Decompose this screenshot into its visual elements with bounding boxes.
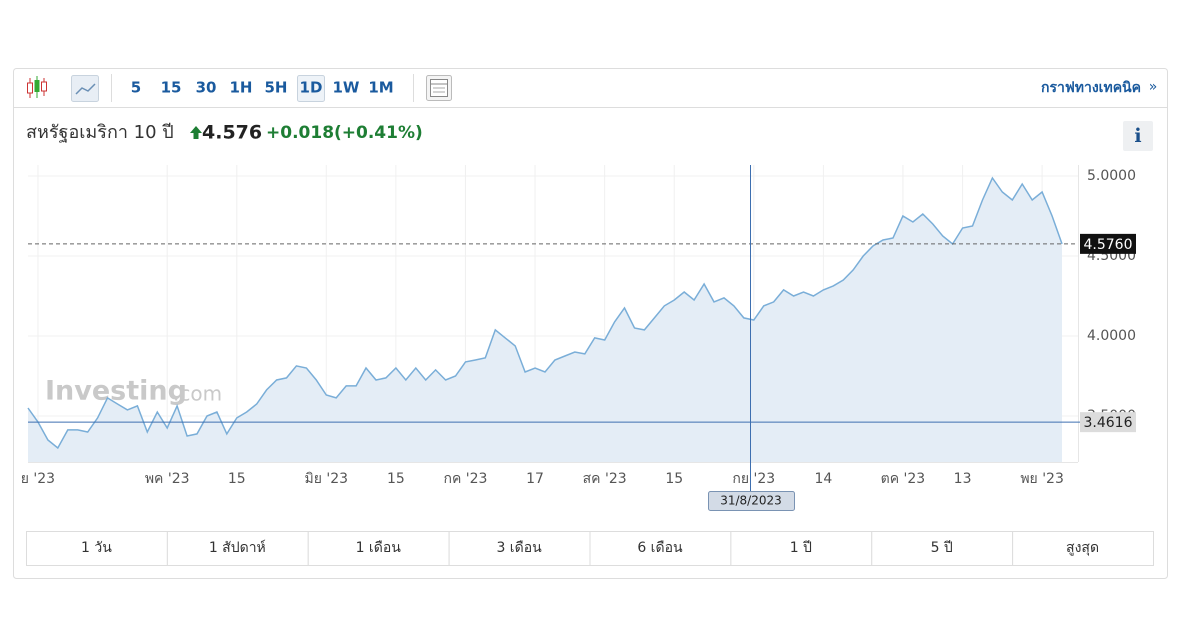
interval-button[interactable]: 1W: [333, 79, 360, 97]
y-tick-label: 5.0000: [1087, 168, 1136, 184]
watermark: .com: [173, 382, 222, 406]
x-tick-label: มิย '23: [304, 471, 348, 487]
x-tick-label: สค '23: [583, 471, 627, 487]
last-value-label: 4.5760: [1084, 237, 1133, 253]
crosshair-y-label: 3.4616: [1084, 415, 1133, 431]
x-tick-label: ตค '23: [881, 471, 926, 487]
range-button[interactable]: 1 เดือน: [356, 540, 402, 556]
range-buttons: 1 วัน 1 สัปดาห์ 1 เดือน 3 เดือน 6 เดือน 1 ปี 5…: [26, 531, 1154, 566]
intervals: 5 15 30 1H 5H 1D 1W 1M: [131, 79, 394, 97]
x-tick-label: พค '23: [145, 471, 190, 487]
info-icon[interactable]: i: [1134, 125, 1141, 147]
interval-button[interactable]: 1H: [230, 79, 253, 97]
range-cell[interactable]: [1012, 531, 1154, 566]
more-arrow[interactable]: »: [1149, 79, 1158, 95]
interval-button[interactable]: 30: [196, 79, 217, 97]
price: 4.576: [202, 122, 262, 144]
area: [28, 178, 1062, 462]
x-tick-label: ย '23: [21, 471, 55, 487]
crosshair-y-box: [1080, 412, 1136, 433]
x-tick-label: พย '23: [1020, 471, 1064, 487]
range-button[interactable]: 5 ปี: [931, 540, 953, 556]
range-cell[interactable]: [871, 531, 1014, 566]
interval-button[interactable]: 1D: [300, 79, 323, 97]
technical-link[interactable]: กราฟทางเทคนิค: [1041, 80, 1141, 96]
interval-button[interactable]: 1M: [368, 79, 393, 97]
range-button[interactable]: สูงสุด: [1066, 540, 1099, 556]
range-button[interactable]: 1 วัน: [81, 540, 112, 556]
crosshair-x-label: 31/8/2023: [720, 494, 782, 508]
x-tick-label: 15: [228, 471, 246, 487]
range-button[interactable]: 1 สัปดาห์: [209, 539, 266, 556]
range-cell[interactable]: [26, 531, 168, 566]
info-button[interactable]: [1123, 121, 1153, 151]
line-icon[interactable]: [71, 75, 99, 102]
up-arrow: [190, 126, 202, 139]
range-button[interactable]: 6 เดือน: [637, 540, 683, 556]
price-line: [27, 176, 1063, 450]
change-percent: (+0.41%): [334, 123, 423, 143]
watermark: Investing: [45, 376, 187, 407]
active-interval: [297, 75, 325, 102]
range-cell[interactable]: [166, 531, 309, 566]
range-button[interactable]: 3 เดือน: [496, 540, 542, 556]
x-tick-label: 14: [814, 471, 832, 487]
x-tick-label: 17: [526, 471, 544, 487]
x-tick-label: 15: [387, 471, 405, 487]
x-tick-label: กย '23: [732, 471, 775, 487]
x-tick-label: กค '23: [443, 471, 487, 487]
x-tick-label: 13: [954, 471, 972, 487]
range-button[interactable]: 1 ปี: [790, 540, 812, 556]
x-tick-label: 15: [665, 471, 683, 487]
crosshair-x-box: [708, 491, 795, 511]
change: +0.018: [266, 123, 334, 143]
interval-button[interactable]: 5H: [265, 79, 288, 97]
range-cell[interactable]: [589, 531, 732, 566]
last-value-box: [1080, 233, 1136, 254]
y-tick-label: 4.0000: [1087, 328, 1136, 344]
instrument-name: สหรัฐอเมริกา 10 ปี: [26, 122, 174, 143]
table-icon[interactable]: [426, 75, 452, 101]
range-cell[interactable]: [730, 531, 873, 566]
interval-button[interactable]: 5: [131, 79, 141, 97]
interval-button[interactable]: 15: [161, 79, 182, 97]
candle-icon[interactable]: [27, 76, 47, 98]
